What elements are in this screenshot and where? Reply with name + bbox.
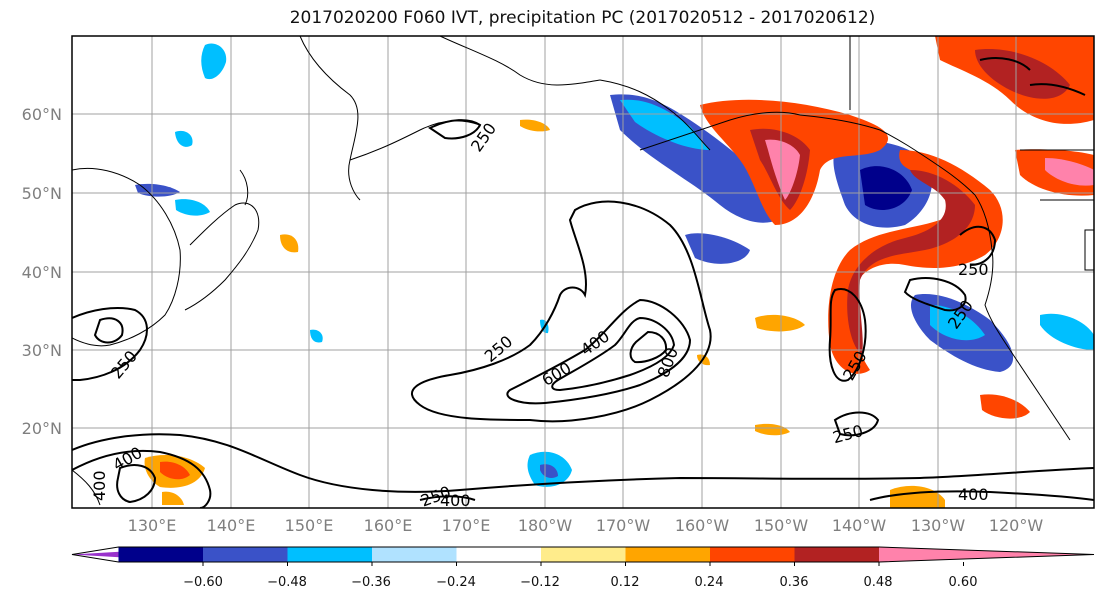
lon-label: 130°W xyxy=(911,516,966,535)
contour-250-alaska xyxy=(428,119,482,140)
lon-label: 150°W xyxy=(754,516,809,535)
lat-label: 20°N xyxy=(22,419,62,438)
colorbar-segment xyxy=(879,547,1094,562)
contour-400-se xyxy=(869,490,1094,501)
colorbar-segments xyxy=(71,546,1095,563)
lat-label: 50°N xyxy=(22,184,62,203)
contour-label: 400 xyxy=(958,485,989,504)
colorbar-tick-label: −0.24 xyxy=(436,575,476,590)
colorbar-tick-label: −0.36 xyxy=(351,575,391,590)
contour-250-central xyxy=(411,200,712,423)
colorbar-segment xyxy=(541,547,626,562)
lat-label: 30°N xyxy=(22,341,62,360)
map-title: 2017020200 F060 IVT, precipitation PC (2… xyxy=(289,8,876,28)
lon-label: 160°W xyxy=(675,516,730,535)
precip-fills xyxy=(135,36,1094,508)
lon-label: 140°W xyxy=(832,516,887,535)
lon-label: 130°E xyxy=(128,516,177,535)
colorbar-tick-label: −0.60 xyxy=(183,575,223,590)
colorbar-segment xyxy=(456,547,541,562)
contour-400-south xyxy=(72,449,212,508)
colorbar-outline xyxy=(71,546,1095,563)
coastlines xyxy=(72,36,1094,506)
fill-negative-blob-1 xyxy=(685,233,750,264)
colorbar-segment xyxy=(710,547,795,562)
colorbar: −0.60 −0.48 −0.36 −0.24 −0.12 0.12 0.24 … xyxy=(71,546,1095,590)
lon-label: 120°W xyxy=(989,516,1044,535)
colorbar-segment xyxy=(625,547,710,562)
contour-250-canada xyxy=(959,225,997,266)
colorbar-segment xyxy=(794,547,879,562)
lat-labels: 60°N 50°N 40°N 30°N 20°N xyxy=(22,105,62,438)
contour-250-hawaii xyxy=(833,411,880,437)
contour-800-central xyxy=(629,330,668,364)
ivt-contours xyxy=(72,57,1094,508)
colorbar-tick-label: 0.48 xyxy=(864,575,893,590)
colorbar-tick-label: 0.12 xyxy=(611,575,640,590)
colorbar-tick-label: −0.12 xyxy=(520,575,560,590)
contour-label: 400 xyxy=(440,491,471,510)
lon-label: 140°E xyxy=(207,516,256,535)
colorbar-segment xyxy=(118,547,203,562)
colorbar-segment xyxy=(372,547,457,562)
colorbar-ticks xyxy=(202,562,964,566)
colorbar-segment xyxy=(203,547,288,562)
lat-label: 60°N xyxy=(22,105,62,124)
colorbar-tick-label: −0.48 xyxy=(267,575,307,590)
colorbar-segment xyxy=(287,547,372,562)
lat-label: 40°N xyxy=(22,263,62,282)
contour-label: 400 xyxy=(90,470,109,501)
contour-250-west-coast xyxy=(828,288,867,382)
lon-label: 150°E xyxy=(285,516,334,535)
lon-label: 170°W xyxy=(596,516,651,535)
contour-label: 250 xyxy=(958,260,989,279)
lon-label: 160°E xyxy=(364,516,413,535)
contour-250-west xyxy=(72,307,148,381)
colorbar-tick-labels: −0.60 −0.48 −0.36 −0.24 −0.12 0.12 0.24 … xyxy=(183,575,977,590)
map-frame xyxy=(71,35,1095,509)
contour-250-california xyxy=(903,277,967,312)
lon-labels: 130°E 140°E 150°E 160°E 170°E 180°W 170°… xyxy=(128,516,1044,535)
colorbar-tick-label: 0.60 xyxy=(949,575,978,590)
colorbar-tick-label: 0.24 xyxy=(695,575,724,590)
lon-label: 180°W xyxy=(518,516,573,535)
contour-600-central xyxy=(551,316,676,392)
contour-400-central xyxy=(506,298,692,405)
contour-250-south xyxy=(72,433,1094,493)
colorbar-tick-label: 0.36 xyxy=(780,575,809,590)
graticule xyxy=(72,36,1094,508)
lon-label: 170°E xyxy=(442,516,491,535)
